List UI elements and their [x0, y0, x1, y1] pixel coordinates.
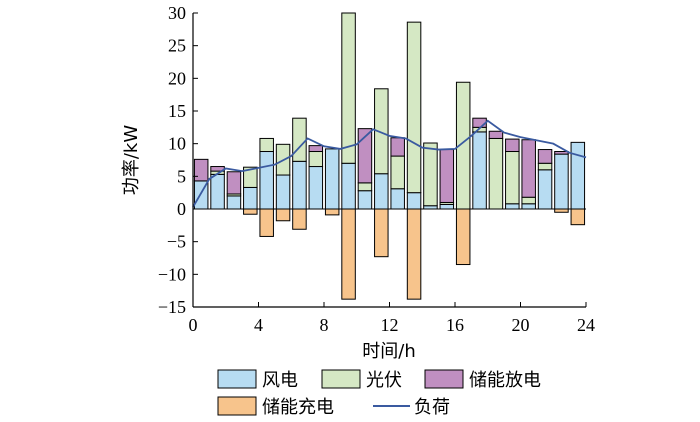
bar-discharge-h3: [226, 171, 242, 195]
bar-pv-h21: [521, 196, 536, 205]
bar-wind-h3: [226, 195, 242, 210]
bar-wind-h12: [374, 173, 389, 210]
legend-label-wind: 风电: [262, 370, 298, 391]
bar-charge-h7: [292, 208, 307, 230]
bar-discharge-h13: [390, 137, 405, 157]
bar-charge-h4: [243, 208, 258, 215]
bar-wind-h14: [406, 192, 422, 210]
bar-charge-h14: [406, 208, 422, 300]
y-tick-label: 10: [168, 134, 186, 154]
bar-discharge-h16: [439, 149, 455, 203]
legend-swatch-pv: [321, 369, 361, 389]
bar-pv-h12: [374, 88, 389, 175]
y-tick-label: 15: [168, 101, 186, 121]
bar-wind-h13: [390, 188, 405, 210]
bar-pv-h4: [243, 166, 258, 188]
bar-wind-h16: [439, 203, 455, 210]
bar-charge-h10: [341, 208, 356, 300]
bar-wind-h22: [537, 169, 553, 210]
load-line: [192, 119, 587, 208]
x-tick-label: 4: [254, 315, 263, 335]
legend-swatch-wind: [217, 369, 257, 389]
x-tick-label: 12: [381, 315, 399, 335]
y-tick-label: 30: [168, 3, 186, 23]
y-tick-label: −15: [158, 297, 186, 317]
bar-pv-h15: [423, 142, 438, 207]
bar-wind-h18: [472, 131, 487, 210]
bar-wind-h2: [210, 173, 225, 210]
bar-wind-h4: [243, 186, 258, 210]
y-tick-label: −10: [158, 264, 186, 284]
legend-swatch-charge: [217, 396, 257, 416]
x-tick-label: 0: [189, 315, 198, 335]
bar-wind-h9: [324, 148, 340, 210]
bar-wind-h11: [357, 190, 373, 210]
bar-discharge-h20: [505, 138, 520, 153]
y-tick-label: 20: [168, 68, 186, 88]
bar-discharge-h1: [193, 158, 209, 182]
bar-pv-h22: [537, 162, 553, 171]
bar-wind-h24: [570, 141, 586, 210]
legend-label-load: 负荷: [414, 397, 450, 418]
bar-pv-h11: [357, 182, 373, 192]
bar-pv-h5: [259, 137, 274, 153]
bar-wind-h6: [275, 174, 291, 210]
bar-discharge-h8: [308, 145, 324, 153]
bar-pv-h10: [341, 12, 356, 164]
bar-charge-h24: [570, 208, 586, 226]
bar-pv-h13: [390, 155, 405, 190]
x-tick-label: 24: [577, 315, 595, 335]
bar-discharge-h19: [488, 130, 504, 139]
bar-wind-h7: [292, 160, 307, 210]
bar-wind-h20: [505, 203, 520, 210]
bar-wind-h10: [341, 162, 356, 210]
y-tick-label: 25: [168, 36, 186, 56]
y-axis-title: 功率/kW: [121, 125, 142, 195]
bar-pv-h19: [488, 137, 504, 210]
load-line-layer: [192, 119, 587, 208]
bar-wind-h21: [521, 203, 536, 210]
x-tick-label: 8: [320, 315, 329, 335]
bar-wind-h23: [554, 153, 569, 210]
bar-charge-h17: [455, 208, 471, 266]
bar-wind-h8: [308, 166, 324, 210]
bar-discharge-h11: [357, 128, 373, 184]
bar-pv-h14: [406, 21, 422, 194]
legend-label-discharge: 储能放电: [469, 370, 541, 391]
legend-swatch-discharge: [424, 369, 464, 389]
bar-charge-h5: [259, 208, 274, 237]
legend-label-charge: 储能充电: [262, 397, 334, 418]
x-axis-title: 时间/h: [362, 341, 415, 362]
x-tick-label: 16: [446, 315, 464, 335]
bar-pv-h20: [505, 151, 520, 205]
bar-charge-h9: [324, 208, 340, 216]
bar-wind-h5: [259, 151, 274, 210]
legend-label-pv: 光伏: [366, 370, 402, 391]
x-tick-label: 20: [512, 315, 530, 335]
bar-discharge-h22: [537, 149, 553, 164]
legend: 风电 光伏 储能放电 储能充电 负荷: [217, 369, 541, 418]
y-tick-label: 0: [177, 199, 186, 219]
y-tick-label: −5: [167, 232, 186, 252]
ticks-layer: −15 −10 −5 0 5 10 15 20 25 30 0 4 8 12 16 20 24: [158, 3, 595, 335]
bar-charge-h12: [374, 208, 389, 258]
bar-pv-h7: [292, 117, 307, 162]
bar-discharge-h21: [521, 139, 536, 198]
bars-layer: [193, 12, 586, 300]
bar-charge-h6: [275, 208, 291, 222]
bar-pv-h8: [308, 151, 324, 168]
y-tick-label: 5: [177, 166, 186, 186]
